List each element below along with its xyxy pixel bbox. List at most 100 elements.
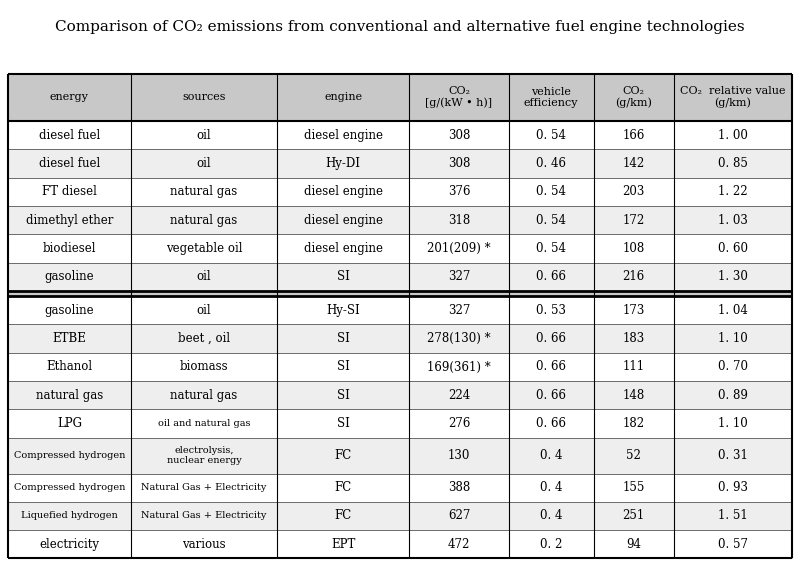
Bar	[8, 353, 792, 381]
Text: electrolysis,
nuclear energy: electrolysis, nuclear energy	[166, 446, 242, 466]
Text: 308: 308	[448, 129, 470, 142]
Text: 0. 46: 0. 46	[536, 157, 566, 170]
Text: CO₂
[g/(kW • h)]: CO₂ [g/(kW • h)]	[426, 86, 493, 108]
Text: oil and natural gas: oil and natural gas	[158, 419, 250, 428]
Text: biomass: biomass	[180, 361, 228, 374]
Text: 327: 327	[448, 270, 470, 284]
Text: 0. 60: 0. 60	[718, 242, 748, 255]
Text: CO₂
(g/km): CO₂ (g/km)	[615, 86, 652, 108]
Text: FC: FC	[334, 510, 352, 523]
Text: 0. 4: 0. 4	[540, 481, 562, 494]
Bar	[8, 502, 792, 530]
Text: Natural Gas + Electricity: Natural Gas + Electricity	[142, 511, 266, 521]
Text: ETBE: ETBE	[53, 332, 86, 345]
Text: 318: 318	[448, 214, 470, 227]
Text: 0. 2: 0. 2	[540, 538, 562, 551]
Text: beet , oil: beet , oil	[178, 332, 230, 345]
Text: 216: 216	[622, 270, 645, 284]
Text: 183: 183	[622, 332, 645, 345]
Text: 1. 10: 1. 10	[718, 332, 748, 345]
Text: 166: 166	[622, 129, 645, 142]
Text: engine: engine	[324, 92, 362, 102]
Text: SI: SI	[337, 417, 350, 430]
Text: 0. 66: 0. 66	[536, 361, 566, 374]
Text: 0. 66: 0. 66	[536, 389, 566, 402]
Text: 1. 30: 1. 30	[718, 270, 748, 284]
Bar	[8, 206, 792, 234]
Text: 173: 173	[622, 304, 645, 317]
Text: Natural Gas + Electricity: Natural Gas + Electricity	[142, 483, 266, 492]
Bar	[8, 263, 792, 291]
Text: 0. 54: 0. 54	[536, 242, 566, 255]
Text: 1. 04: 1. 04	[718, 304, 748, 317]
Bar	[8, 177, 792, 206]
Text: SI: SI	[337, 332, 350, 345]
Text: 1. 10: 1. 10	[718, 417, 748, 430]
Text: 278(130) *: 278(130) *	[427, 332, 491, 345]
Text: 201(209) *: 201(209) *	[427, 242, 491, 255]
Bar	[8, 324, 792, 353]
Text: diesel engine: diesel engine	[304, 214, 383, 227]
Text: 0. 53: 0. 53	[536, 304, 566, 317]
Text: CO₂  relative value
(g/km): CO₂ relative value (g/km)	[680, 86, 786, 108]
Text: 111: 111	[622, 361, 645, 374]
Text: Hy-DI: Hy-DI	[326, 157, 361, 170]
Text: FT diesel: FT diesel	[42, 185, 97, 198]
Text: 172: 172	[622, 214, 645, 227]
Text: natural gas: natural gas	[170, 214, 238, 227]
Text: gasoline: gasoline	[45, 270, 94, 284]
Text: 108: 108	[622, 242, 645, 255]
Text: diesel fuel: diesel fuel	[38, 129, 100, 142]
Text: Comparison of CO₂ emissions from conventional and alternative fuel engine techno: Comparison of CO₂ emissions from convent…	[55, 20, 745, 34]
Text: 0. 57: 0. 57	[718, 538, 748, 551]
Bar	[8, 121, 792, 149]
Text: 0. 54: 0. 54	[536, 214, 566, 227]
Text: diesel engine: diesel engine	[304, 185, 383, 198]
Text: 0. 31: 0. 31	[718, 449, 748, 462]
Text: electricity: electricity	[39, 538, 99, 551]
Text: 169(361) *: 169(361) *	[427, 361, 491, 374]
Bar	[8, 296, 792, 324]
Text: 0. 89: 0. 89	[718, 389, 748, 402]
Text: sources: sources	[182, 92, 226, 102]
Text: diesel engine: diesel engine	[304, 129, 383, 142]
Bar	[8, 530, 792, 558]
Text: 472: 472	[448, 538, 470, 551]
Text: 1. 03: 1. 03	[718, 214, 748, 227]
Text: 0. 85: 0. 85	[718, 157, 748, 170]
Bar	[8, 473, 792, 502]
Text: 0. 93: 0. 93	[718, 481, 748, 494]
Text: Hy-SI: Hy-SI	[326, 304, 360, 317]
Text: diesel engine: diesel engine	[304, 242, 383, 255]
Text: 155: 155	[622, 481, 645, 494]
Text: 0. 70: 0. 70	[718, 361, 748, 374]
Text: 94: 94	[626, 538, 642, 551]
Text: vehicle
efficiency: vehicle efficiency	[524, 87, 578, 108]
Text: Liquefied hydrogen: Liquefied hydrogen	[21, 511, 118, 521]
Text: oil: oil	[197, 304, 211, 317]
Text: various: various	[182, 538, 226, 551]
Text: 308: 308	[448, 157, 470, 170]
Text: energy: energy	[50, 92, 89, 102]
Text: 0. 66: 0. 66	[536, 417, 566, 430]
Text: dimethyl ether: dimethyl ether	[26, 214, 113, 227]
Text: 327: 327	[448, 304, 470, 317]
Text: FC: FC	[334, 449, 352, 462]
Text: oil: oil	[197, 270, 211, 284]
Text: EPT: EPT	[331, 538, 355, 551]
Text: 0. 4: 0. 4	[540, 449, 562, 462]
Text: 203: 203	[622, 185, 645, 198]
Text: 388: 388	[448, 481, 470, 494]
Bar	[8, 149, 792, 177]
Text: SI: SI	[337, 389, 350, 402]
Text: 627: 627	[448, 510, 470, 523]
Text: Ethanol: Ethanol	[46, 361, 93, 374]
Text: SI: SI	[337, 270, 350, 284]
Text: 251: 251	[622, 510, 645, 523]
Text: FC: FC	[334, 481, 352, 494]
Text: biodiesel: biodiesel	[42, 242, 96, 255]
Text: 1. 51: 1. 51	[718, 510, 748, 523]
Text: 148: 148	[622, 389, 645, 402]
Text: natural gas: natural gas	[170, 389, 238, 402]
Text: Compressed hydrogen: Compressed hydrogen	[14, 483, 125, 492]
